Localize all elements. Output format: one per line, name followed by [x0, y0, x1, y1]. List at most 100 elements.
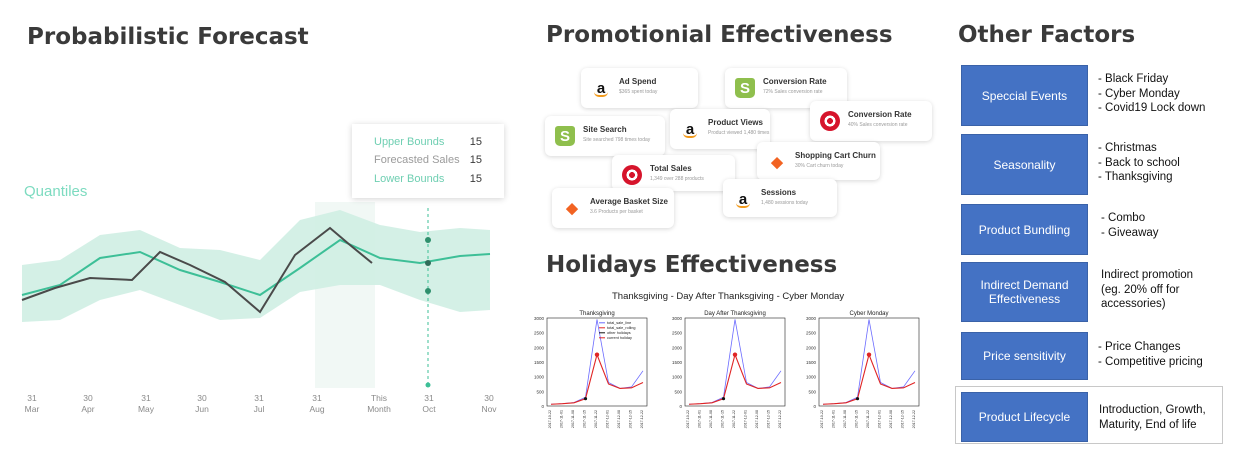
- factor-product-lifecycle[interactable]: Product Lifecycle: [961, 392, 1088, 442]
- factor-special-events[interactable]: Speccial Events: [961, 65, 1088, 126]
- holidays-figure-title: Thanksgiving - Day After Thanksgiving - …: [612, 291, 845, 302]
- tooltip-value: 15: [469, 136, 482, 148]
- card-product-views[interactable]: a Product Views Product viewed 1,480 tim…: [670, 109, 770, 149]
- card-subtitle: Product viewed 1,480 times: [708, 130, 770, 136]
- holiday-x-tick: 2017-12-15: [767, 410, 771, 428]
- upper-bound-point[interactable]: [425, 237, 431, 243]
- amazon-logo-icon: a: [591, 78, 611, 98]
- legend-entry: other holidays: [607, 331, 631, 335]
- x-tick: 31 May: [137, 393, 155, 414]
- factors-title: Other Factors: [958, 22, 1136, 48]
- holiday-x-tick: 2017-12-08: [617, 410, 621, 428]
- holiday-marker-other: [721, 397, 726, 401]
- holiday-x-tick: 2017-12-22: [912, 410, 916, 428]
- holiday-y-tick: 1000: [672, 375, 683, 380]
- holiday-y-tick: 0: [541, 404, 544, 409]
- forecast-tooltip: Upper Bounds 15 Forecasted Sales 15 Lowe…: [352, 124, 504, 198]
- amazon-logo-icon: a: [733, 189, 753, 209]
- holiday-x-tick: 2017-10-22: [548, 410, 552, 428]
- forecast-chart: [21, 202, 491, 388]
- holiday-y-tick: 3000: [806, 316, 817, 321]
- holiday-panel-frame: [684, 317, 786, 407]
- holiday-y-tick: 1000: [534, 375, 545, 380]
- holiday-y-tick: 500: [536, 389, 544, 394]
- card-title: Ad Spend: [619, 77, 657, 86]
- legend-entry: total_sale_line: [607, 321, 631, 325]
- magento-logo-icon: ◆: [566, 200, 578, 217]
- card-sessions[interactable]: a Sessions 1,480 sessions today: [723, 179, 837, 217]
- factor-seasonality[interactable]: Seasonality: [961, 134, 1088, 195]
- x-tick: 30 Jun: [195, 393, 209, 414]
- holiday-y-tick: 3000: [534, 316, 545, 321]
- holiday-panel-title: Cyber Monday: [849, 311, 888, 317]
- tooltip-value: 15: [469, 173, 482, 185]
- target-logo-icon: [820, 111, 840, 131]
- holiday-marker-other: [855, 397, 860, 401]
- holiday-y-tick: 2500: [534, 331, 545, 336]
- holiday-y-tick: 1500: [534, 360, 545, 365]
- holiday-marker-other: [583, 397, 588, 401]
- x-tick: 31 Mar: [24, 393, 40, 414]
- factor-price-sensitivity[interactable]: Price sensitivity: [961, 332, 1088, 380]
- forecast-point[interactable]: [425, 260, 431, 266]
- card-title: Average Basket Size: [590, 197, 668, 206]
- holiday-x-tick: 2017-12-22: [640, 410, 644, 428]
- holiday-y-tick: 2000: [534, 345, 545, 350]
- holiday-panel-title: Thanksgiving: [579, 311, 614, 317]
- shopify-logo-icon: S: [735, 78, 755, 98]
- holiday-x-tick: 2017-11-22: [594, 410, 598, 428]
- holiday-y-tick: 2500: [806, 331, 817, 336]
- tooltip-row-lower: Lower Bounds 15: [374, 173, 482, 185]
- holiday-y-tick: 500: [808, 389, 816, 394]
- holiday-y-tick: 500: [674, 389, 682, 394]
- holiday-y-tick: 0: [679, 404, 682, 409]
- tooltip-label: Forecasted Sales: [374, 154, 460, 166]
- holiday-x-tick: 2017-10-22: [686, 410, 690, 428]
- quantiles-label: Quantiles: [24, 183, 88, 200]
- holidays-charts: Thanksgiving 3000 2500 2000 1500 1000 500 0 2017…: [534, 311, 920, 428]
- holiday-x-tick: 2017-12-22: [778, 410, 782, 428]
- card-title: Product Views: [708, 118, 763, 127]
- card-subtitle: 40% Sales conversion rate: [848, 122, 908, 128]
- holiday-x-tick: 2017-12-15: [629, 410, 633, 428]
- holiday-x-tick: 2017-12-15: [901, 410, 905, 428]
- card-site-search[interactable]: S Site Search Site searched 798 times to…: [545, 116, 665, 156]
- x-tick: 31 Jul: [253, 393, 265, 414]
- holiday-y-tick: 2000: [806, 345, 817, 350]
- holiday-x-tick: 2017-12-01: [878, 410, 882, 428]
- card-shopping-cart-churn[interactable]: ◆ Shopping Cart Churn 30% Cart churn tod…: [757, 142, 880, 180]
- holiday-panel-frame: [818, 317, 920, 407]
- factor-special-events-details: - Black Friday - Cyber Monday - Covid19 …: [1098, 73, 1206, 114]
- lower-bound-point[interactable]: [425, 288, 431, 294]
- holiday-y-tick: 3000: [672, 316, 683, 321]
- factor-indirect-demand[interactable]: Indirect Demand Effectiveness: [961, 262, 1088, 322]
- holiday-y-tick: 0: [813, 404, 816, 409]
- x-tick: 31 Oct: [422, 393, 436, 414]
- magento-logo-icon: ◆: [771, 154, 783, 171]
- holiday-x-tick: 2017-11-08: [843, 410, 847, 428]
- holiday-marker-current: [594, 352, 600, 357]
- card-total-sales[interactable]: Total Sales 1,349 over 288 products: [612, 155, 735, 191]
- card-ad-spend[interactable]: a Ad Spend $365 spent today: [581, 68, 698, 108]
- card-conversion-rate-target[interactable]: Conversion Rate 40% Sales conversion rat…: [810, 101, 932, 141]
- legend-entry: current holiday: [607, 336, 632, 340]
- factor-indirect-demand-details: Indirect promotion (eg. 20% off for acce…: [1101, 269, 1194, 310]
- holiday-x-tick: 2017-12-08: [755, 410, 759, 428]
- card-title: Sessions: [761, 188, 797, 197]
- factor-product-bundling-details: - Combo - Giveaway: [1101, 212, 1159, 239]
- forecast-line: [21, 238, 491, 297]
- card-subtitle: 3.6 Products per basket: [590, 209, 643, 215]
- tooltip-label: Upper Bounds: [374, 136, 445, 148]
- card-subtitle: 30% Cart churn today: [795, 163, 844, 169]
- card-title: Conversion Rate: [763, 77, 827, 86]
- x-tick: This Month: [367, 393, 391, 414]
- holiday-panel-frame: [546, 317, 648, 407]
- holiday-y-tick: 1000: [806, 375, 817, 380]
- tooltip-value: 15: [469, 154, 482, 166]
- tooltip-row-forecast: Forecasted Sales 15: [374, 154, 482, 166]
- holiday-x-tick: 2017-12-01: [606, 410, 610, 428]
- card-average-basket-size[interactable]: ◆ Average Basket Size 3.6 Products per b…: [552, 188, 674, 228]
- holiday-x-tick: 2017-11-01: [560, 410, 564, 428]
- factor-product-bundling[interactable]: Product Bundling: [961, 204, 1088, 255]
- factor-product-lifecycle-details: Introduction, Growth, Maturity, End of l…: [1099, 404, 1206, 431]
